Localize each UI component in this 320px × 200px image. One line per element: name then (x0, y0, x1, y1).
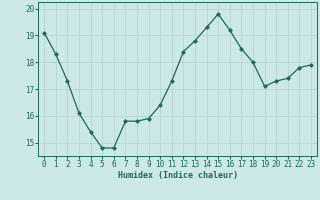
X-axis label: Humidex (Indice chaleur): Humidex (Indice chaleur) (118, 171, 238, 180)
